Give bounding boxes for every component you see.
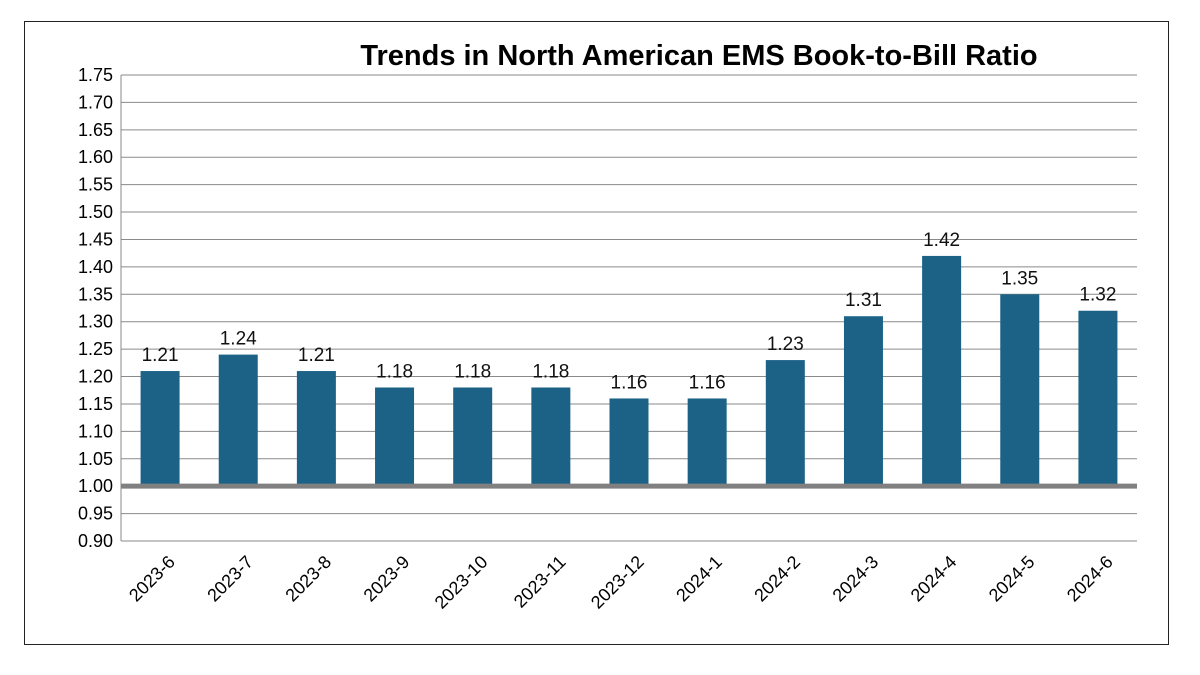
x-tick-label: 2024-4 [907,552,961,606]
x-tick-label: 2023-12 [587,552,648,613]
y-tick-label: 1.10 [78,421,113,441]
bars [140,255,1118,487]
x-tick-label: 2024-5 [985,552,1039,606]
y-tick-label: 1.15 [78,394,113,414]
y-tick-label: 1.75 [78,65,113,85]
y-tick-label: 1.40 [78,257,113,277]
y-tick-label: 1.05 [78,449,113,469]
chart-frame: Trends in North American EMS Book-to-Bil… [24,21,1169,645]
y-tick-label: 1.65 [78,120,113,140]
x-axis-ticks: 2023-6 2023-7 2023-8 2023-9 2023-10 2023-11 20… [125,552,1117,613]
y-tick-label: 1.25 [78,339,113,359]
y-tick-label: 1.20 [78,367,113,387]
bar [922,255,962,487]
x-tick-label: 2023-9 [360,552,414,606]
y-tick-label: 0.95 [78,504,113,524]
bar [140,371,180,487]
chart-title: Trends in North American EMS Book-to-Bil… [360,40,1037,72]
y-tick-label: 1.35 [78,284,113,304]
y-tick-label: 0.90 [78,531,113,551]
bar [296,371,336,487]
gridlines [120,74,1137,542]
data-labels: 1.21 1.24 1.21 1.18 1.18 1.18 1.16 1.16 1.23 1.31… [142,230,1117,394]
x-tick-label: 2024-2 [750,552,804,606]
data-label: 1.42 [923,230,960,251]
y-tick-label: 1.30 [78,312,113,332]
bar-chart: Trends in North American EMS Book-to-Bil… [78,40,1137,613]
x-tick-label: 2024-1 [672,552,726,606]
data-label: 1.21 [142,345,179,366]
x-tick-label: 2024-3 [829,552,883,606]
data-label: 1.32 [1079,285,1116,306]
data-label: 1.24 [220,329,257,350]
data-label: 1.18 [532,361,569,382]
y-tick-label: 1.00 [78,476,113,496]
y-tick-label: 1.45 [78,229,113,249]
data-label: 1.18 [454,361,491,382]
data-label: 1.23 [767,334,804,355]
bar [765,360,805,487]
y-tick-label: 1.55 [78,175,113,195]
bar [453,387,493,487]
bar [531,387,571,487]
x-tick-label: 2023-10 [431,552,492,613]
bar [1000,294,1040,487]
y-axis-ticks: 0.90 0.95 1.00 1.05 1.10 1.15 1.20 1.25 1.30 1.35… [78,65,113,551]
bar [218,354,258,487]
data-label: 1.16 [611,372,648,393]
bar [375,387,415,487]
y-tick-label: 1.60 [78,147,113,167]
bar [1078,310,1118,487]
bar [687,398,727,487]
x-tick-label: 2023-8 [281,552,335,606]
data-label: 1.31 [845,290,882,311]
bar [843,316,883,487]
x-tick-label: 2023-6 [125,552,179,606]
y-tick-label: 1.50 [78,202,113,222]
data-label: 1.21 [298,345,335,366]
bar [609,398,649,487]
x-tick-label: 2023-11 [510,552,570,612]
data-label: 1.16 [689,372,726,393]
data-label: 1.18 [376,361,413,382]
data-label: 1.35 [1001,268,1038,289]
x-tick-label: 2024-6 [1063,552,1117,606]
y-tick-label: 1.70 [78,92,113,112]
x-tick-label: 2023-7 [203,552,257,606]
